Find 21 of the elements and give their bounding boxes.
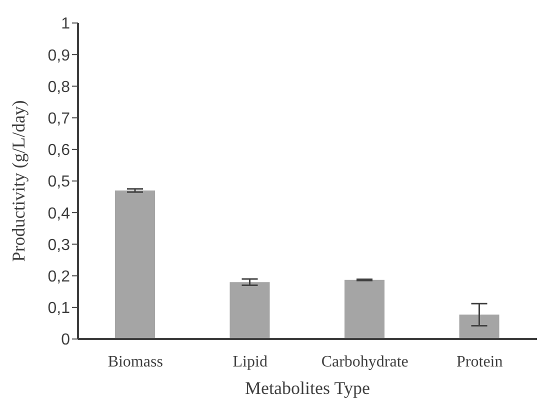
y-tick-label: 0,5 bbox=[48, 174, 70, 191]
y-tick-label: 0,3 bbox=[48, 236, 70, 254]
y-tick-label: 1 bbox=[61, 16, 70, 33]
bar bbox=[115, 190, 155, 339]
y-tick-label: 0,1 bbox=[48, 300, 70, 318]
y-tick-label: 0,2 bbox=[48, 268, 70, 286]
y-tick-label: 0,9 bbox=[48, 47, 70, 64]
y-tick-label: 0,6 bbox=[48, 142, 70, 160]
x-tick-label: Lipid bbox=[232, 353, 268, 370]
x-tick-label: Protein bbox=[456, 353, 503, 370]
bar bbox=[230, 282, 270, 339]
x-tick-label: Biomass bbox=[108, 353, 163, 370]
x-tick-label: Carbohydrate bbox=[321, 353, 408, 370]
y-tick-label: 0 bbox=[61, 332, 70, 349]
y-tick-label: 0,7 bbox=[48, 110, 70, 128]
y-tick-label: 0,4 bbox=[48, 205, 70, 222]
bar bbox=[459, 314, 500, 339]
x-axis-title: Metabolites Type bbox=[245, 378, 370, 398]
bar bbox=[344, 280, 384, 339]
y-axis-title: Productivity (g/L/day) bbox=[8, 100, 28, 262]
y-tick-label: 0,8 bbox=[48, 78, 70, 96]
